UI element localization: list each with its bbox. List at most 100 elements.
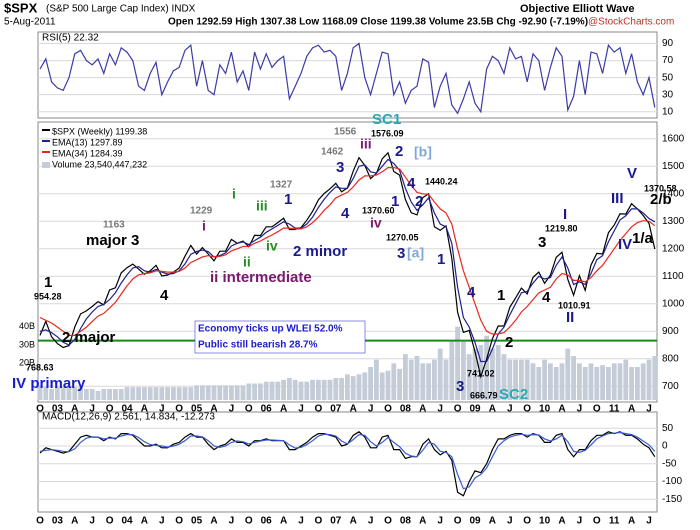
y-tick-label: 1200 <box>662 243 685 254</box>
x-tick-label: 10 <box>539 404 551 415</box>
price-panel <box>37 121 658 403</box>
note-box <box>194 320 366 354</box>
volume-bar <box>432 359 437 400</box>
wave-annotation: 3 <box>397 245 405 262</box>
x-tick-label: A <box>141 404 148 415</box>
volume-bar <box>403 354 408 400</box>
wave-annotation: iii <box>360 136 372 152</box>
volume-bar <box>414 356 420 400</box>
wave-annotation: 1370.58 <box>644 183 677 193</box>
panel-title: RSI(5) 22.32 <box>42 33 99 44</box>
volume-bar <box>495 345 501 400</box>
volume-bar <box>147 387 153 400</box>
y-tick-label: -100 <box>662 476 682 487</box>
volume-bar <box>374 359 379 400</box>
wave-annotation: ii intermediate <box>210 269 312 286</box>
series-line <box>39 431 656 490</box>
volume-bar <box>200 385 205 400</box>
wave-annotation: [b] <box>414 144 432 160</box>
volume-bar <box>530 363 536 400</box>
volume-bar <box>356 374 362 400</box>
x-tick-label: J <box>437 516 443 527</box>
volume-bar <box>345 374 350 400</box>
volume-bar <box>327 379 333 400</box>
x-tick-label: J <box>507 516 513 527</box>
x-tick-label: J <box>646 516 652 527</box>
x-tick-label: O <box>245 516 253 527</box>
volume-bar <box>37 385 43 400</box>
x-tick-label: O <box>315 404 323 415</box>
volume-bar <box>188 387 194 400</box>
x-tick-label: 08 <box>400 404 412 415</box>
x-tick-label: J <box>89 516 95 527</box>
y-tick-label: -50 <box>662 458 677 469</box>
wave-annotation: 1219.80 <box>545 223 578 233</box>
volume-bar <box>443 359 449 400</box>
wave-annotation: 768.63 <box>26 362 54 372</box>
volume-bar <box>362 372 368 400</box>
x-tick-label: O <box>106 404 114 415</box>
volume-bar <box>368 367 373 400</box>
volume-bar <box>292 379 298 400</box>
volume-bar <box>176 387 182 400</box>
volume-bar <box>391 363 397 400</box>
x-tick-label: O <box>106 516 114 527</box>
x-tick-label: 11 <box>609 404 620 415</box>
volume-bar <box>72 387 78 400</box>
x-tick-label: J <box>368 404 374 415</box>
y-tick-label: 70 <box>662 55 674 66</box>
volume-bar <box>275 381 281 400</box>
x-tick-label: J <box>298 404 304 415</box>
volume-bar <box>397 368 402 400</box>
series-line <box>39 42 656 115</box>
y-tick-label: 1100 <box>662 271 684 282</box>
volume-bar <box>165 387 170 400</box>
legend-label: EMA(13) 1297.89 <box>52 137 123 147</box>
volume-bar <box>194 385 199 400</box>
wave-annotation: 1 <box>44 274 52 291</box>
wave-annotation: 1163 <box>103 220 125 231</box>
x-tick-label: O <box>454 404 462 415</box>
legend-swatch <box>42 151 50 153</box>
x-tick-label: O <box>384 404 392 415</box>
site: @StockCharts.com <box>588 17 674 28</box>
index-name: (S&P 500 Large Cap Index) INDX <box>46 4 196 15</box>
volume-bar <box>153 387 159 400</box>
y-tick-label: 30 <box>662 89 674 100</box>
wave-annotation: 954.28 <box>34 291 62 301</box>
volume-bar <box>171 387 176 400</box>
x-tick-label: 03 <box>52 404 64 415</box>
x-tick-label: A <box>489 404 496 415</box>
wave-annotation: IV <box>618 236 632 253</box>
x-tick-label: O <box>175 516 183 527</box>
volume-bar <box>553 367 559 400</box>
volume-bar <box>101 389 107 400</box>
y-tick-label: -150 <box>662 494 682 505</box>
volume-bar <box>379 372 385 400</box>
x-tick-label: A <box>71 516 78 527</box>
volume-bar <box>182 387 188 400</box>
x-tick-label: A <box>350 516 357 527</box>
wave-annotation: 2 minor <box>293 243 347 260</box>
volume-bar <box>524 359 530 400</box>
volume-bar <box>571 356 576 400</box>
x-tick-label: A <box>419 516 426 527</box>
series-line <box>39 167 656 336</box>
volume-bar <box>211 385 217 400</box>
volume-bar <box>310 379 315 400</box>
x-tick-label: A <box>489 516 496 527</box>
volume-bar <box>426 363 431 400</box>
wave-annotation: 2 <box>415 193 423 210</box>
x-tick-label: O <box>523 404 531 415</box>
volume-bar <box>78 387 83 400</box>
x-tick-label: 07 <box>330 516 342 527</box>
y-tick-label: 50 <box>662 423 674 434</box>
symbol: $SPX <box>4 0 38 15</box>
volume-bar <box>240 385 246 400</box>
x-tick-label: 06 <box>261 516 273 527</box>
volume-bar <box>350 376 356 400</box>
y-tick-label: 1400 <box>662 188 685 199</box>
x-tick-label: 10 <box>539 516 551 527</box>
volume-bar <box>142 387 147 400</box>
